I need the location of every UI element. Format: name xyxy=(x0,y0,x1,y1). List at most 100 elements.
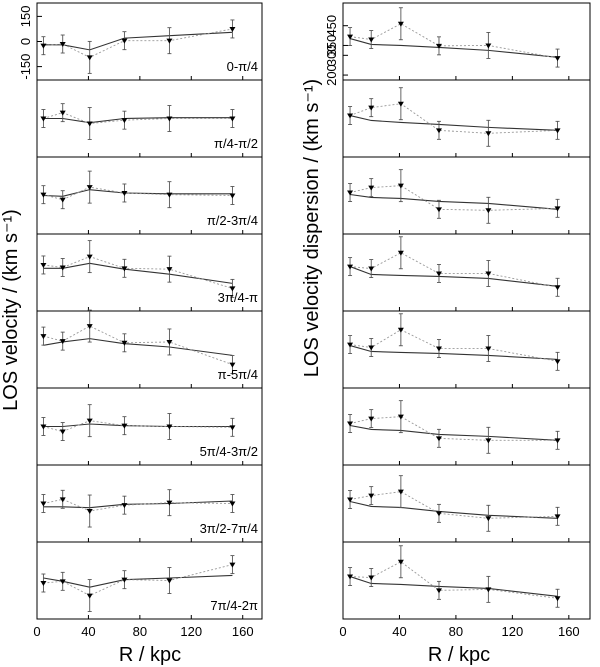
model-line xyxy=(43,189,233,197)
model-line xyxy=(349,38,558,58)
data-marker xyxy=(485,346,492,352)
observed-point xyxy=(347,257,354,277)
data-marker xyxy=(435,271,442,277)
panel-c0-p4: π-5π/4 xyxy=(36,309,263,389)
data-marker xyxy=(554,514,561,520)
data-marker xyxy=(86,185,93,191)
data-marker xyxy=(554,438,561,444)
x-tick-label: 160 xyxy=(232,624,254,639)
observed-point xyxy=(554,506,561,526)
panel-c1-p5 xyxy=(342,387,591,466)
data-marker xyxy=(397,183,404,189)
data-marker xyxy=(229,26,236,32)
observed-point xyxy=(347,490,354,510)
observed-point xyxy=(347,27,354,47)
left-ylabel: LOS velocity / (km s⁻¹) xyxy=(0,209,22,411)
observed-point xyxy=(397,236,404,270)
observed-point xyxy=(554,430,561,450)
observed-point xyxy=(397,400,404,434)
data-marker xyxy=(397,559,404,565)
data-marker xyxy=(166,500,173,506)
observed-point xyxy=(40,185,47,205)
panel-frame xyxy=(342,2,591,81)
panel-frame xyxy=(36,541,263,620)
panel-label: 0-π/4 xyxy=(227,59,258,74)
observed-point xyxy=(347,106,354,125)
model-line xyxy=(43,574,233,588)
data-marker xyxy=(435,436,442,442)
observed-point xyxy=(40,36,47,56)
observed-point xyxy=(368,568,375,587)
data-marker xyxy=(86,593,93,599)
observed-point xyxy=(397,87,404,121)
data-marker xyxy=(86,55,93,61)
data-marker xyxy=(166,339,173,345)
panel-label: π/4-π/2 xyxy=(214,136,258,151)
data-marker xyxy=(368,416,375,422)
panel-label: 5π/4-3π/2 xyxy=(200,444,258,459)
observed-line xyxy=(350,252,558,288)
observed-point xyxy=(368,259,375,279)
model-line xyxy=(349,115,558,131)
data-marker xyxy=(229,425,236,431)
panel-c0-p3: 3π/4-π xyxy=(36,233,263,312)
observed-point xyxy=(397,313,404,347)
observed-line xyxy=(349,103,558,134)
data-marker xyxy=(347,497,354,503)
observed-point xyxy=(59,331,66,351)
observed-point xyxy=(554,120,561,140)
data-marker xyxy=(397,101,404,107)
observed-point xyxy=(485,31,492,59)
observed-point xyxy=(368,178,375,198)
observed-line xyxy=(349,185,558,211)
data-marker xyxy=(485,131,492,137)
data-marker xyxy=(121,266,128,272)
observed-point xyxy=(166,27,173,55)
observed-point xyxy=(229,278,236,298)
observed-point xyxy=(40,255,47,275)
data-marker xyxy=(397,414,404,420)
data-marker xyxy=(59,497,66,503)
observed-point xyxy=(435,264,442,283)
data-marker xyxy=(166,116,173,122)
panel-c1-p4 xyxy=(342,310,591,389)
data-marker xyxy=(554,206,561,212)
data-marker xyxy=(166,38,173,44)
panel-c0-p5: 5π/4-3π/2 xyxy=(36,387,263,466)
observed-point xyxy=(86,240,93,274)
x-tick-label: 120 xyxy=(180,624,202,639)
observed-point xyxy=(121,258,128,278)
data-marker xyxy=(554,56,561,62)
panel-c0-p1: π/4-π/2 xyxy=(36,79,263,158)
data-marker xyxy=(554,596,561,602)
data-marker xyxy=(59,339,66,345)
panel-c1-p2 xyxy=(342,156,591,235)
observed-point xyxy=(485,119,492,147)
model-line xyxy=(349,424,558,441)
observed-point xyxy=(554,277,561,297)
right-xlabel: R / kpc xyxy=(428,644,490,666)
panel-frame xyxy=(342,79,591,158)
observed-point xyxy=(435,339,442,358)
panel-label: 7π/4-2π xyxy=(210,598,258,613)
data-marker xyxy=(368,185,375,191)
panel-c0-p7: 7π/4-2π xyxy=(36,541,263,620)
x-tick-label: 40 xyxy=(392,624,406,639)
observed-point xyxy=(229,494,236,513)
observed-point xyxy=(435,428,442,448)
data-marker xyxy=(121,503,128,509)
data-marker xyxy=(121,340,128,346)
panel-c1-p3 xyxy=(342,233,591,312)
data-marker xyxy=(121,423,128,429)
observed-line xyxy=(349,329,558,362)
observed-point xyxy=(229,109,236,128)
data-marker xyxy=(435,346,442,352)
data-marker xyxy=(59,110,66,116)
data-marker xyxy=(40,192,47,198)
observed-point xyxy=(86,309,93,343)
observed-point xyxy=(59,258,66,277)
data-marker xyxy=(121,190,128,196)
observed-point xyxy=(485,426,492,454)
panel-label: 3π/2-7π/4 xyxy=(200,521,258,536)
